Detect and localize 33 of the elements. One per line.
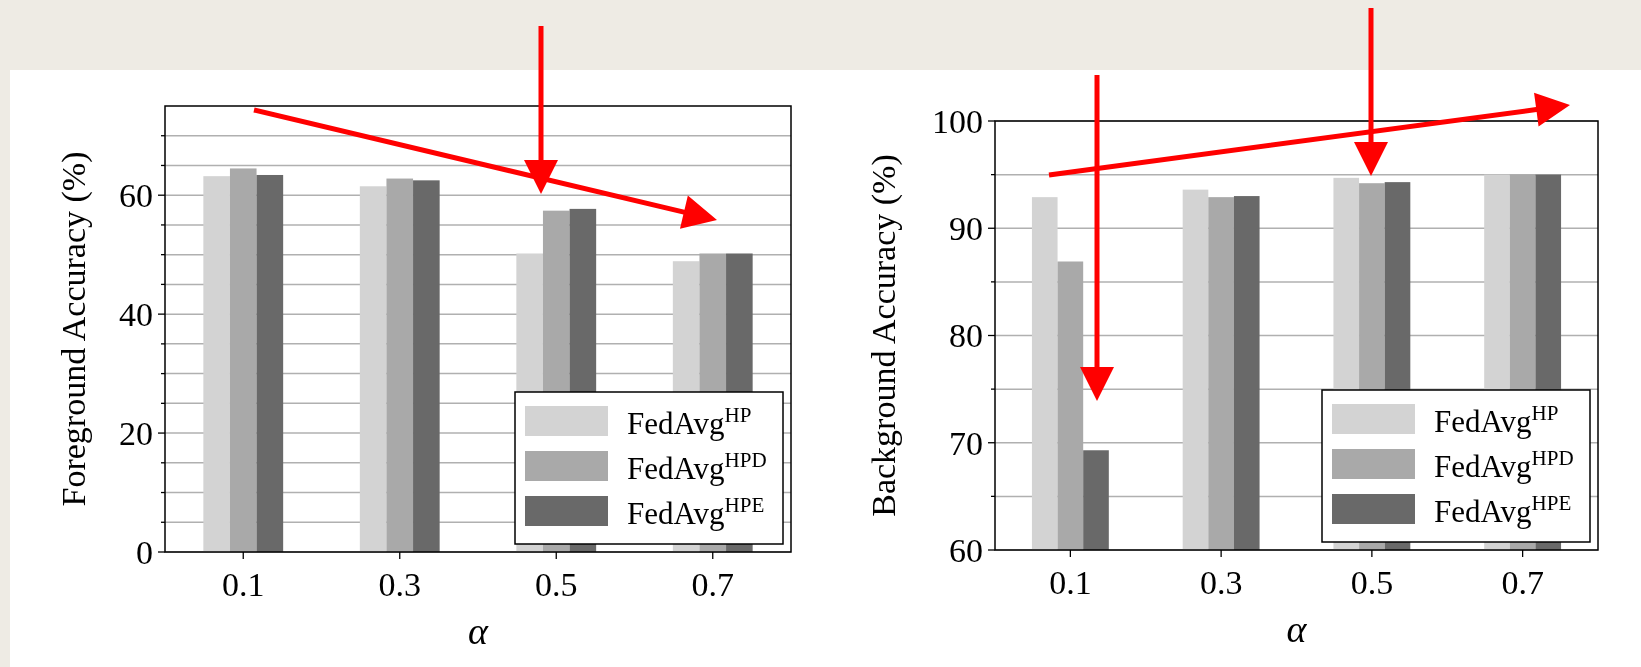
- x-axis-title: α: [1286, 608, 1308, 650]
- y-tick-label: 60: [949, 531, 983, 569]
- x-tick-label: 0.3: [1199, 564, 1243, 601]
- y-tick-label: 60: [119, 177, 153, 215]
- y-tick-label: 40: [119, 296, 153, 334]
- y-tick-label: 0: [136, 533, 153, 571]
- y-tick-label: 20: [119, 414, 153, 452]
- legend-label: FedAvg$^{HP}$: [627, 403, 752, 441]
- y-tick-label: 80: [949, 317, 983, 355]
- legend-label: FedAvg$^{HPD}$: [1434, 446, 1574, 484]
- bar: [203, 176, 230, 552]
- y-axis-title: Background Accuracy (%): [865, 154, 903, 517]
- bar: [359, 186, 387, 552]
- x-tick-label: 0.1: [1049, 564, 1092, 601]
- y-tick-label: 100: [932, 102, 983, 140]
- x-tick-label: 0.5: [1350, 564, 1394, 601]
- legend-label: FedAvg$^{HPE}$: [1434, 491, 1572, 529]
- x-tick-label: 0.1: [222, 566, 265, 603]
- y-tick-label: 70: [949, 424, 983, 462]
- x-tick-label: 0.7: [1501, 564, 1544, 601]
- legend-label: FedAvg$^{HPD}$: [627, 448, 767, 486]
- x-axis-title: α: [468, 610, 490, 652]
- x-tick-label: 0.5: [535, 566, 578, 603]
- bar: [386, 178, 414, 552]
- bar: [413, 180, 440, 552]
- legend-label: FedAvg$^{HPE}$: [627, 493, 765, 531]
- x-tick-label: 0.7: [691, 566, 734, 603]
- y-tick-label: 90: [949, 210, 983, 248]
- x-tick-label: 0.3: [378, 566, 421, 603]
- bar: [256, 174, 284, 552]
- legend-label: FedAvg$^{HP}$: [1434, 401, 1559, 439]
- bar: [229, 168, 257, 552]
- y-axis-title: Foreground Accuracy (%): [55, 151, 93, 507]
